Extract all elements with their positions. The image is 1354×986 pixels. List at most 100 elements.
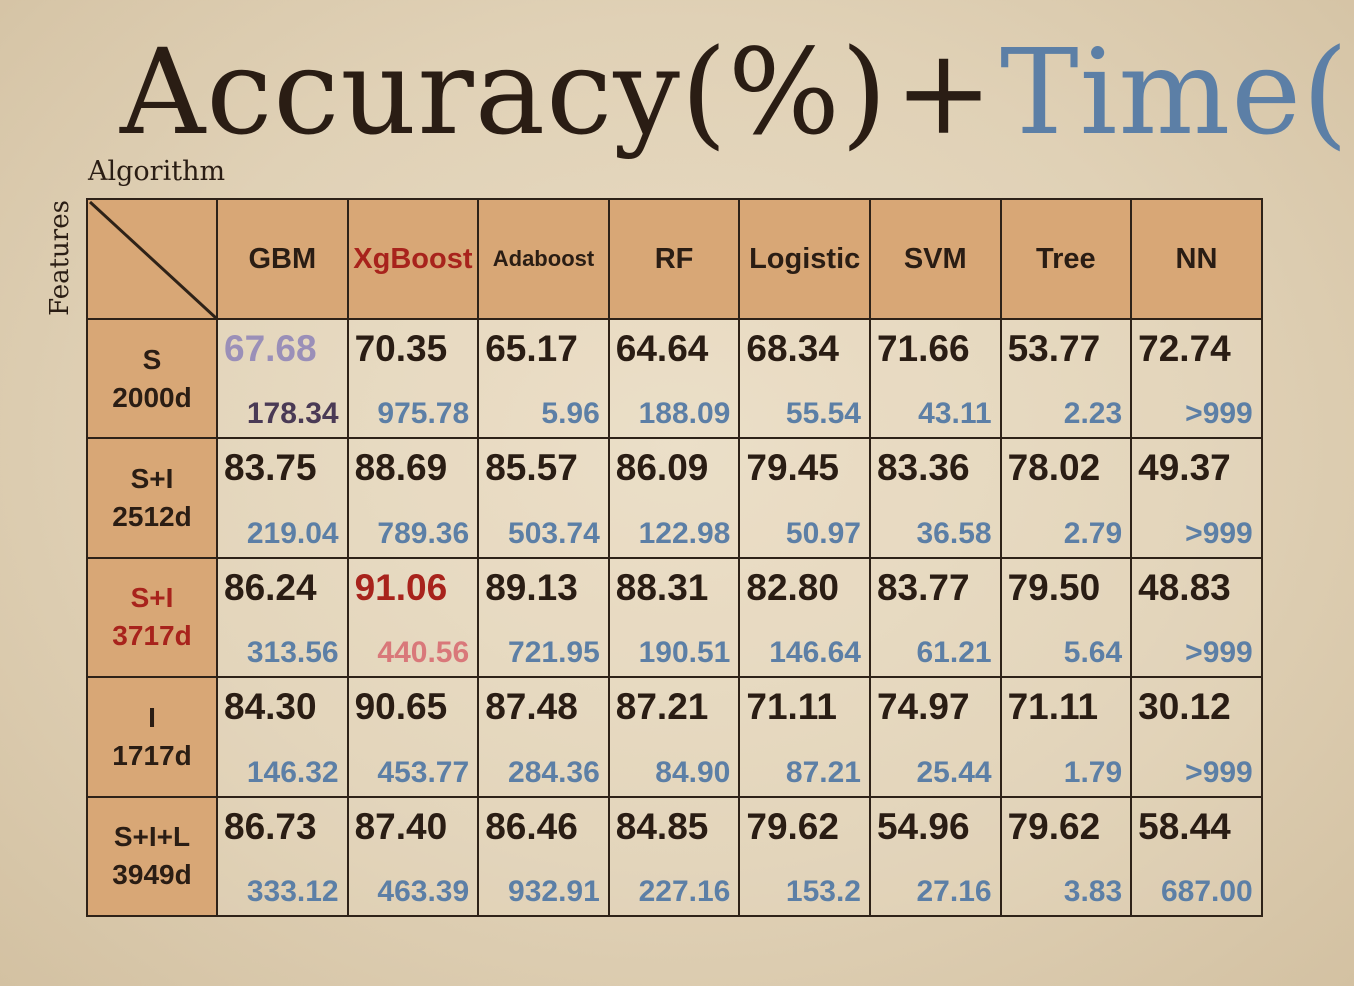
result-cell: 48.83 >999 xyxy=(1130,556,1263,679)
accuracy-value: 79.50 xyxy=(1007,566,1101,608)
time-value: 5.96 xyxy=(541,397,600,431)
table-row: I 1717d 84.30 146.32 90.65 453.77 87.48 284.36 8… xyxy=(86,676,1263,798)
time-value: 153.2 xyxy=(785,874,861,908)
row-feature-dimension: 3949d xyxy=(112,859,192,891)
result-cell: 87.21 84.90 xyxy=(607,676,741,798)
accuracy-value: 90.65 xyxy=(354,686,448,728)
time-value: 453.77 xyxy=(377,755,470,789)
row-header: S 2000d xyxy=(86,317,218,440)
time-value: 55.54 xyxy=(785,397,861,431)
result-cell: 71.11 87.21 xyxy=(738,676,871,798)
time-value: 333.12 xyxy=(246,874,339,908)
accuracy-value: 65.17 xyxy=(485,328,578,369)
time-value: 789.36 xyxy=(377,516,470,550)
time-value: 27.16 xyxy=(916,874,992,908)
result-cell: 91.06 440.56 xyxy=(346,556,480,679)
result-cell: 84.85 227.16 xyxy=(607,795,741,917)
time-value: 2.79 xyxy=(1063,516,1123,550)
row-header: S+I 2512d xyxy=(86,437,218,559)
result-cell: 53.77 2.23 xyxy=(999,317,1133,440)
table-body: S 2000d 67.68 178.34 70.35 975.78 65.17 5.96 64.… xyxy=(86,317,1263,917)
time-value: 721.95 xyxy=(508,636,600,670)
time-value: 84.90 xyxy=(655,755,731,789)
column-header-logistic: Logistic xyxy=(738,198,871,320)
time-value: 3.83 xyxy=(1063,874,1123,908)
row-feature-name: S xyxy=(142,343,162,375)
time-value: 440.56 xyxy=(377,636,470,670)
accuracy-value: 83.77 xyxy=(876,566,970,608)
time-value: 25.44 xyxy=(916,755,992,789)
accuracy-value: 49.37 xyxy=(1138,447,1231,489)
accuracy-value: 54.96 xyxy=(876,805,970,847)
accuracy-value: 78.02 xyxy=(1007,447,1101,489)
result-cell: 74.97 25.44 xyxy=(868,676,1002,798)
time-value: 932.91 xyxy=(508,874,600,908)
time-value: 687.00 xyxy=(1160,874,1253,908)
accuracy-value: 88.31 xyxy=(615,566,709,608)
accuracy-value: 89.13 xyxy=(485,566,578,608)
result-cell: 87.40 463.39 xyxy=(346,795,480,917)
slide-title: Accuracy(%)+Time(s) xyxy=(120,22,1354,162)
accuracy-value: 82.80 xyxy=(746,566,839,608)
accuracy-value: 87.21 xyxy=(615,686,709,728)
time-value: 61.21 xyxy=(916,636,992,670)
accuracy-value: 86.24 xyxy=(224,566,317,608)
accuracy-value: 87.48 xyxy=(485,686,578,728)
title-accuracy: Accuracy(%) xyxy=(120,23,889,161)
result-cell: 88.31 190.51 xyxy=(607,556,741,679)
row-feature-name: S+I xyxy=(130,463,174,495)
accuracy-value: 85.57 xyxy=(485,447,578,489)
time-value: 2.23 xyxy=(1063,397,1123,431)
accuracy-value: 74.97 xyxy=(876,686,970,728)
time-value: 284.36 xyxy=(508,755,600,789)
time-value: 122.98 xyxy=(638,516,731,550)
accuracy-value: 83.36 xyxy=(876,447,970,489)
result-cell: 78.02 2.79 xyxy=(999,437,1133,559)
result-cell: 83.77 61.21 xyxy=(868,556,1002,679)
result-cell: 70.35 975.78 xyxy=(346,317,480,440)
column-header-nn: NN xyxy=(1130,198,1263,320)
accuracy-value: 84.85 xyxy=(615,805,709,847)
result-cell: 79.62 3.83 xyxy=(999,795,1133,917)
accuracy-value: 86.46 xyxy=(485,805,578,847)
result-cell: 65.17 5.96 xyxy=(477,317,610,440)
time-value: 43.11 xyxy=(918,397,992,431)
result-cell: 71.11 1.79 xyxy=(999,676,1133,798)
time-value: 146.64 xyxy=(769,636,861,670)
row-feature-dimension: 2000d xyxy=(112,381,192,413)
result-cell: 58.44 687.00 xyxy=(1130,795,1263,917)
time-value: 36.58 xyxy=(916,516,992,550)
time-value: 5.64 xyxy=(1063,636,1123,670)
result-cell: 30.12 >999 xyxy=(1130,676,1263,798)
accuracy-value: 79.62 xyxy=(1007,805,1101,847)
accuracy-value: 84.30 xyxy=(224,686,317,728)
row-feature-name: S+I xyxy=(130,582,174,614)
algorithm-axis-label: Algorithm xyxy=(88,156,226,187)
result-cell: 54.96 27.16 xyxy=(868,795,1002,917)
accuracy-value: 83.75 xyxy=(224,447,317,489)
accuracy-value: 79.45 xyxy=(746,447,839,489)
accuracy-value: 72.74 xyxy=(1138,328,1231,369)
result-cell: 90.65 453.77 xyxy=(346,676,480,798)
row-feature-dimension: 3717d xyxy=(112,620,192,652)
accuracy-value: 71.66 xyxy=(876,328,970,369)
result-cell: 72.74 >999 xyxy=(1130,317,1263,440)
accuracy-value: 30.12 xyxy=(1138,686,1231,728)
row-feature-name: S+I+L xyxy=(113,821,191,853)
accuracy-value: 71.11 xyxy=(1007,686,1099,728)
header-row: GBM XgBoost Adaboost RF Logistic SVM Tree NN xyxy=(86,198,1263,320)
accuracy-value: 91.06 xyxy=(354,566,448,608)
accuracy-value: 68.34 xyxy=(746,328,839,369)
column-header-rf: RF xyxy=(607,198,741,320)
column-header-gbm: GBM xyxy=(216,198,349,320)
time-value: 463.39 xyxy=(377,874,470,908)
table-row: S+I 3717d 86.24 313.56 91.06 440.56 89.13 721.9… xyxy=(86,556,1263,679)
result-cell: 84.30 146.32 xyxy=(216,676,349,798)
accuracy-value: 58.44 xyxy=(1138,805,1231,847)
result-cell: 85.57 503.74 xyxy=(477,437,610,559)
result-cell: 86.09 122.98 xyxy=(607,437,741,559)
time-value: >999 xyxy=(1185,397,1253,431)
accuracy-value: 86.73 xyxy=(224,805,317,847)
accuracy-value: 88.69 xyxy=(354,447,448,489)
